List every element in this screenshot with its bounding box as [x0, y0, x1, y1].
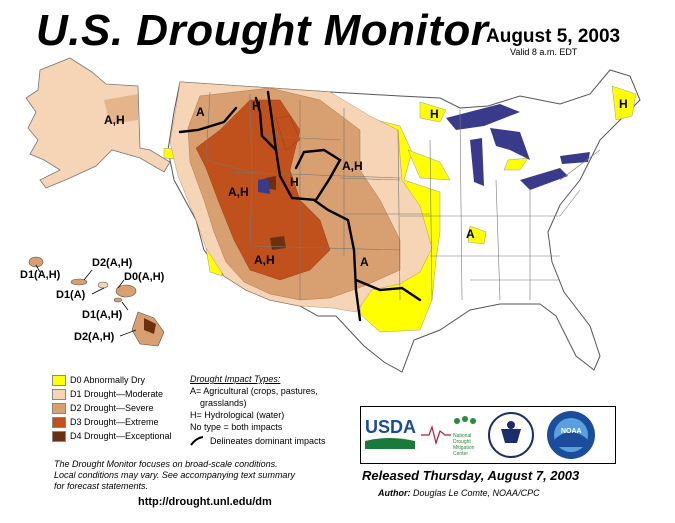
author-line: Author: Douglas Le Comte, NOAA/CPC [378, 488, 540, 498]
note-line: for forecast statements. [54, 481, 149, 491]
svg-text:Drought: Drought [453, 439, 471, 445]
author-name: Douglas Le Comte, NOAA/CPC [413, 488, 540, 498]
legend-swatch [52, 430, 66, 442]
doc-seal [488, 412, 534, 458]
legend-item: D0 Abnormally Dry [52, 374, 172, 386]
valid-time: Valid 8 a.m. EDT [510, 47, 578, 57]
legend-label: D4 Drought—Exceptional [70, 431, 172, 441]
map-title: U.S. Drought Monitor [36, 6, 489, 55]
label-id: A,H [228, 185, 249, 199]
impact-line-legend: Delineates dominant impacts [190, 435, 326, 447]
impact-lines [178, 90, 422, 322]
hawaii [28, 256, 165, 347]
label-me: H [619, 97, 628, 111]
label-hi-3: D0(A,H) [124, 271, 165, 283]
label-hi-1: D2(A,H) [92, 257, 133, 269]
label-hi-2: D1(A,H) [20, 269, 61, 281]
disclaimer-note: The Drought Monitor focuses on broad-sca… [54, 459, 354, 492]
legend-item: D3 Drought—Extreme [52, 416, 172, 428]
source-url[interactable]: http://drought.unl.edu/dm [138, 496, 272, 508]
legend-item: D1 Drought—Moderate [52, 388, 172, 400]
hawaii-labels: D2(A,H) D1(A,H) D0(A,H) D1(A) D1(A,H) D2… [20, 257, 165, 343]
logos-strip: USDA National Drought Mitigation Center … [365, 411, 595, 459]
impact-line: H= Hydrological (water) [190, 410, 285, 420]
delineation-line-icon [190, 436, 204, 446]
label-mn: H [430, 107, 439, 121]
label-alaska: A,H [104, 113, 125, 127]
label-hi-4: D1(A) [56, 289, 86, 301]
label-tx-ok: A [360, 255, 369, 269]
label-hi-6: D2(A,H) [74, 331, 115, 343]
legend-label: D0 Abnormally Dry [70, 375, 146, 385]
legend-label: D1 Drought—Moderate [70, 389, 164, 399]
impact-heading: Drought Impact Types: [190, 374, 281, 384]
label-dakotas: A,H [342, 159, 363, 173]
legend-label: D2 Drought—Severe [70, 403, 154, 413]
svg-text:Mitigation: Mitigation [453, 445, 475, 451]
label-wa: A [196, 105, 205, 119]
legend-label: D3 Drought—Extreme [70, 417, 159, 427]
legend-swatch [52, 388, 66, 400]
legend-swatch [52, 416, 66, 428]
noaa-logo: NOAA [547, 411, 595, 459]
alaska [25, 57, 171, 189]
legend-item: D4 Drought—Exceptional [52, 430, 172, 442]
label-az-nm: A,H [254, 253, 275, 267]
label-wy: H [290, 175, 299, 189]
note-line: Local conditions may vary. See accompany… [54, 470, 295, 480]
legend-swatch [52, 402, 66, 414]
label-mt: H [252, 99, 261, 113]
note-line: The Drought Monitor focuses on broad-sca… [54, 459, 278, 469]
label-mo: A [466, 227, 475, 241]
legend: D0 Abnormally Dry D1 Drought—Moderate D2… [52, 374, 172, 444]
legend-swatch [52, 374, 66, 386]
svg-text:USDA: USDA [365, 417, 416, 437]
impact-line: grasslands) [200, 398, 247, 408]
map-labels: A,H A H A,H H A,H A,H A A H H [104, 97, 628, 269]
author-label: Author: [378, 488, 411, 498]
svg-text:Center: Center [453, 451, 468, 457]
svg-text:NOAA: NOAA [561, 428, 582, 435]
legend-item: D2 Drought—Severe [52, 402, 172, 414]
ndmc-logo: National Drought Mitigation Center [421, 416, 476, 457]
release-date: Released Thursday, August 7, 2003 [362, 468, 580, 483]
map-date: August 5, 2003 [486, 26, 621, 47]
usda-logo: USDA [365, 417, 416, 449]
agency-logos: USDA National Drought Mitigation Center … [360, 406, 616, 464]
impact-line: A= Agricultural (crops, pastures, [190, 386, 318, 396]
impact-line: Delineates dominant impacts [210, 436, 326, 446]
impact-types: Drought Impact Types: A= Agricultural (c… [190, 373, 326, 447]
svg-text:National: National [453, 433, 471, 439]
impact-line: No type = both impacts [190, 422, 283, 432]
great-lakes [258, 104, 590, 194]
label-hi-5: D1(A,H) [82, 309, 123, 321]
